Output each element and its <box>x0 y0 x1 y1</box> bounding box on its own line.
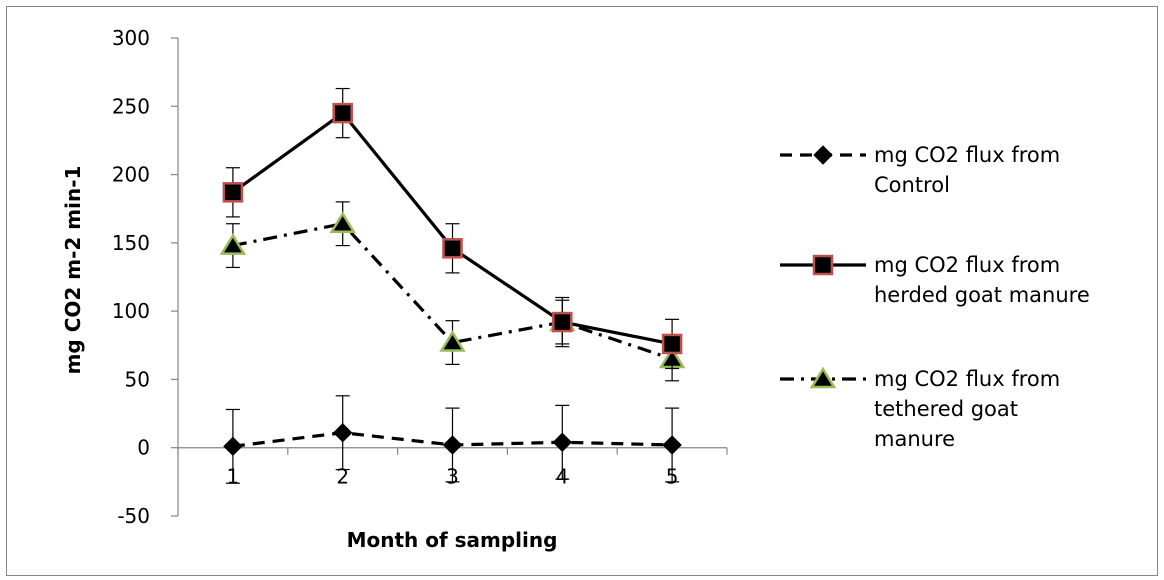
y-tick-label: -50 <box>117 504 150 528</box>
series-2 <box>222 87 683 370</box>
data-point <box>439 330 466 352</box>
data-point <box>662 435 682 455</box>
data-point <box>661 333 683 355</box>
y-tick-label: 0 <box>137 436 150 460</box>
data-point <box>222 182 244 203</box>
series-line <box>232 221 673 361</box>
legend-label: mg CO2 flux from herded goat manure <box>874 253 1090 307</box>
legend-marker <box>809 366 837 389</box>
data-point <box>552 432 573 452</box>
series-layer <box>219 87 686 484</box>
y-tick-label: 150 <box>112 231 150 255</box>
legend-entry-3: mg CO2 flux from tethered goat manure <box>780 366 1060 451</box>
data-point <box>219 233 247 255</box>
legend: mg CO2 flux from Control mg CO2 flux from h… <box>780 143 1090 451</box>
data-point <box>329 211 356 233</box>
data-point <box>442 238 463 259</box>
data-point <box>442 435 463 455</box>
series-1 <box>223 395 682 484</box>
legend-entry-2: mg CO2 flux from herded goat manure <box>780 253 1090 307</box>
x-tick-label: 2 <box>336 465 349 489</box>
data-point <box>552 311 573 333</box>
legend-label: mg CO2 flux from tethered goat manure <box>874 367 1060 451</box>
y-tick-label: 50 <box>125 367 150 391</box>
data-point <box>332 422 353 443</box>
data-point <box>332 102 353 124</box>
data-point <box>223 436 243 457</box>
chart-frame <box>6 6 1158 576</box>
y-tick-label: 300 <box>112 26 150 50</box>
legend-marker <box>813 145 833 165</box>
y-tick-label: 250 <box>112 94 150 118</box>
legend-entry-1: mg CO2 flux from Control <box>780 143 1060 197</box>
x-axis-title: Month of sampling <box>347 528 558 552</box>
y-tick-label: 100 <box>112 299 150 323</box>
y-tick-label: 200 <box>112 163 150 187</box>
y-axis-title: mg CO2 m-2 min-1 <box>61 166 85 375</box>
legend-label: mg CO2 flux from Control <box>874 143 1060 197</box>
legend-marker <box>812 254 834 276</box>
